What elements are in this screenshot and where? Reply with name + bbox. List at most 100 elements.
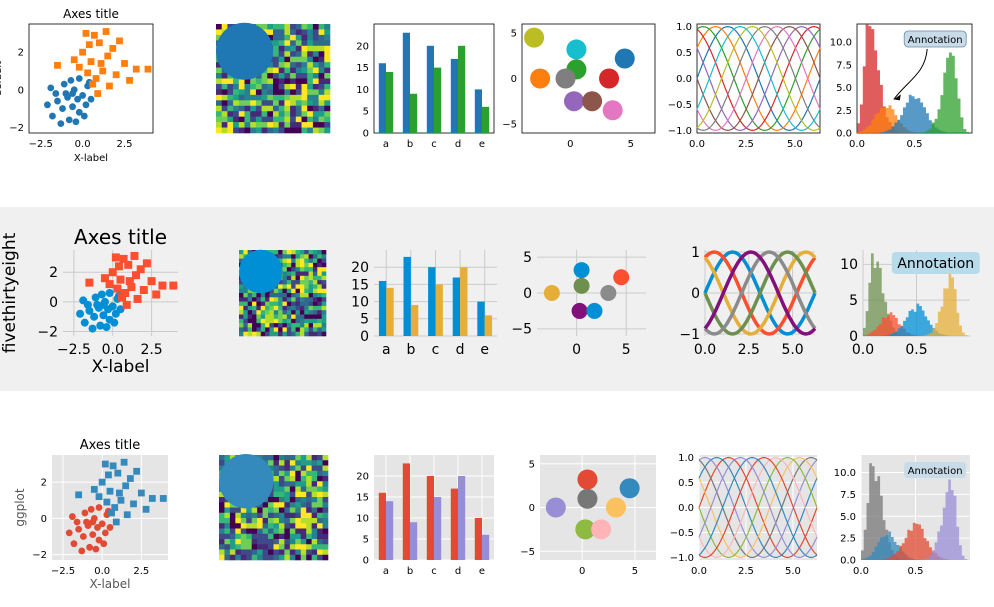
tick-label: −2 <box>32 550 47 561</box>
heatmap-cell <box>295 549 302 556</box>
heatmap-cell <box>308 267 314 272</box>
heatmap-cell <box>295 502 302 508</box>
heatmap-cell <box>216 62 222 68</box>
heatmap-cell <box>324 51 331 57</box>
heatmap-cell <box>229 533 236 540</box>
scatter-point <box>89 518 97 526</box>
heatmap-cell <box>278 297 283 302</box>
heatmap-cell <box>291 267 296 272</box>
heatmap-cell <box>221 78 228 85</box>
heatmap-cell <box>278 331 283 337</box>
heatmap-cell <box>261 73 268 79</box>
heatmap-cell <box>269 301 275 307</box>
heatmap-cell <box>321 288 327 294</box>
heatmap-cell <box>321 331 327 337</box>
annotation-box <box>904 462 967 478</box>
scatter-point <box>85 41 93 49</box>
heatmap-cell <box>317 305 322 311</box>
heatmap-cell <box>317 310 322 315</box>
heatmap-cell <box>291 258 296 264</box>
heatmap-cell <box>322 481 329 487</box>
scatter-point <box>600 285 617 301</box>
scatter-point <box>133 294 142 303</box>
heatmap-cell <box>318 111 325 117</box>
heatmap-cell <box>229 539 236 545</box>
heatmap-cell <box>278 523 285 529</box>
heatmap-cell <box>273 116 279 123</box>
heatmap-cell <box>306 512 312 519</box>
heatmap-cell <box>318 51 325 57</box>
heatmap-cell <box>268 539 274 545</box>
tick-label: 0 <box>18 85 24 96</box>
scatter-point <box>169 281 178 290</box>
heatmap-cell <box>291 293 296 298</box>
scatter-point <box>84 69 92 77</box>
heatmap-cell <box>312 62 319 68</box>
circle-scatter-panel: 0 5 −5 0 5 <box>502 23 656 150</box>
heatmap-cell <box>267 127 274 134</box>
heatmap-cell <box>273 533 280 540</box>
heatmap-cell <box>306 507 312 514</box>
row-default: −2.5 0.0 2.5 −2 0 2 Axes title X-label default a b… <box>0 7 973 164</box>
heatmap-cell <box>278 284 283 289</box>
heatmap-cell <box>300 549 307 556</box>
heatmap-cell <box>262 549 269 556</box>
heatmap-cell <box>247 305 253 311</box>
heatmap-cell <box>278 318 283 324</box>
heatmap-cell <box>312 314 318 320</box>
heatmap-cell <box>317 254 322 259</box>
heatmap-cell <box>216 127 222 134</box>
heatmap-cell <box>290 56 297 63</box>
heatmap-cell <box>318 127 325 134</box>
heatmap-cell <box>273 318 279 324</box>
heatmap-cell <box>317 539 323 545</box>
heatmap-cell <box>267 111 274 117</box>
heatmap-cell <box>273 127 279 134</box>
tick-label: 10 <box>351 295 369 311</box>
heatmap-cell <box>227 100 234 107</box>
heatmap-cell <box>290 62 297 68</box>
heatmap-cell <box>246 523 252 529</box>
heatmap-cell <box>312 262 318 268</box>
heatmap-cell <box>295 518 302 524</box>
heatmap-cell <box>304 314 309 320</box>
tick-label: 0 <box>41 514 47 525</box>
y-axis-label: fivethirtyeight <box>0 232 20 353</box>
heatmap-cell <box>273 78 279 85</box>
heatmap-cell <box>286 258 292 264</box>
heatmap-cell <box>268 460 274 466</box>
tick-label: 0.0 <box>694 342 716 358</box>
heatmap-cell <box>262 544 269 550</box>
heatmap-cell <box>269 250 275 255</box>
heatmap-cell <box>238 122 245 128</box>
heatmap-cell <box>290 89 297 96</box>
heatmap-cell <box>261 105 268 112</box>
tick-label: 2.5 <box>738 342 760 358</box>
heatmap-cell <box>295 331 301 337</box>
heatmap-cell <box>308 284 314 289</box>
heatmap-cell <box>317 327 322 332</box>
heatmap-cell <box>284 544 291 550</box>
heatmap-cell <box>246 554 252 561</box>
heatmap-cell <box>291 275 296 281</box>
heatmap-cell <box>321 280 327 285</box>
heatmap-cell <box>322 507 329 514</box>
scatter-point <box>109 462 117 470</box>
heatmap-cell <box>312 301 318 307</box>
heatmap-cell <box>312 94 319 101</box>
heatmap-cell <box>308 275 314 281</box>
heatmap-cell <box>289 533 296 540</box>
heatmap-cell <box>251 533 258 540</box>
scatter-point <box>59 105 66 112</box>
heatmap-cell <box>265 318 270 324</box>
scatter-point <box>108 302 117 311</box>
heatmap-cell <box>295 486 302 493</box>
heatmap-cell <box>282 250 288 255</box>
tick-label: 10 <box>356 514 369 525</box>
scatter-point <box>130 251 139 260</box>
scatter-point <box>95 39 103 47</box>
bar-panel: a b c d e 0 5 10 15 20 <box>356 23 495 150</box>
heatmap-cell <box>318 83 325 90</box>
heatmap-cell <box>219 460 225 466</box>
heatmap-cell <box>261 24 268 30</box>
